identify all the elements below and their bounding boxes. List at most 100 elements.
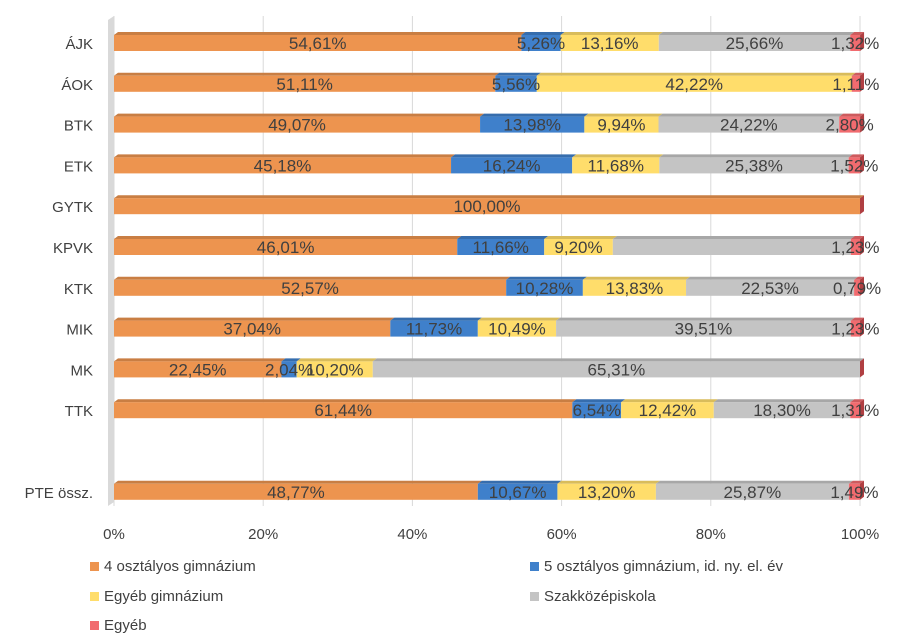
bar-segment-top	[850, 317, 864, 321]
bar-segment-top	[713, 399, 855, 403]
data-label: 13,98%	[503, 116, 561, 135]
data-label: 61,44%	[314, 401, 372, 420]
bar-segment	[848, 483, 860, 500]
bar-segment-top	[114, 317, 395, 321]
legend-swatch	[90, 562, 99, 571]
data-label: 52,57%	[281, 279, 339, 298]
gridlines	[108, 16, 861, 506]
data-label: 46,01%	[257, 238, 315, 257]
data-label: 1,11%	[832, 75, 879, 94]
data-label: 65,31%	[588, 360, 646, 379]
category-label: TTK	[65, 403, 93, 420]
bar-segment	[114, 116, 481, 133]
data-label: 25,38%	[725, 156, 783, 175]
bar-end-cap	[860, 317, 864, 337]
category-label: ÁJK	[65, 36, 93, 53]
bar-segment-top	[114, 236, 462, 239]
bar-end-cap	[860, 72, 864, 92]
data-label: 5,56%	[492, 75, 540, 94]
bars	[114, 32, 865, 500]
bar-end-cap	[860, 276, 864, 296]
category-label: MIK	[66, 322, 93, 339]
data-label: 2,04%	[265, 360, 313, 379]
data-label: 10,28%	[516, 279, 574, 298]
data-label: 11,68%	[588, 156, 644, 175]
legend-label: Egyéb gimnázium	[104, 588, 223, 605]
bar-segment-top	[572, 154, 664, 158]
bar-segment-top	[850, 32, 865, 35]
category-label: KPVK	[53, 240, 93, 257]
data-label: 39,51%	[675, 320, 733, 339]
bar-segment	[457, 239, 545, 255]
data-label: 37,04%	[223, 320, 281, 339]
bar-segment	[655, 483, 849, 500]
bar-segment	[114, 157, 452, 174]
legend-swatch	[530, 562, 539, 571]
bar-segment	[556, 320, 851, 337]
bar-segment-top	[114, 154, 456, 158]
bar-segment	[659, 157, 849, 174]
bar-segment	[114, 279, 507, 296]
bar-segment	[451, 157, 573, 174]
bar-segment-top	[506, 276, 587, 280]
bar-segment	[296, 361, 373, 378]
bar-segment	[480, 116, 585, 133]
legend-swatch	[530, 592, 539, 601]
data-label: 9,94%	[597, 116, 645, 135]
bar-segment-top	[114, 72, 500, 76]
bar-segment	[281, 361, 297, 378]
bar-segment-top	[451, 154, 577, 158]
data-label: 2,80%	[826, 116, 874, 135]
x-tick-label: 100%	[841, 526, 879, 543]
bar-segment-top	[655, 480, 853, 484]
bar-segment	[584, 116, 659, 133]
data-label: 1,23%	[831, 238, 879, 257]
data-label: 11,73%	[406, 320, 462, 339]
bar-segment	[390, 320, 478, 337]
data-label: 0,79%	[833, 279, 881, 298]
legend: 4 osztályos gimnázium 5 osztályos gimnázi…	[90, 558, 783, 634]
bar-segment	[686, 279, 855, 296]
bar-segment-top	[495, 72, 541, 76]
bar-segment-top	[621, 399, 718, 403]
bar-segment-top	[556, 317, 855, 321]
bar-segment-top	[114, 358, 286, 362]
bar-end-cap	[860, 480, 864, 500]
bar-segment-top	[281, 358, 301, 362]
legend-label: 4 osztályos gimnázium	[104, 558, 256, 575]
data-label: 42,22%	[665, 75, 723, 94]
category-label: ETK	[64, 158, 93, 175]
bar-segment	[495, 75, 537, 92]
x-axis-ticks: 0% 20% 40% 60% 80% 100%	[103, 526, 879, 543]
bar-segment	[114, 75, 496, 92]
bar-segment	[839, 116, 861, 133]
bar-segment	[521, 35, 561, 51]
bar-segment	[848, 157, 860, 174]
bar-segment	[477, 483, 558, 500]
bar-segment-top	[572, 399, 626, 403]
data-label: 51,11%	[276, 75, 332, 94]
side-wall	[108, 16, 114, 506]
bar-segment-top	[560, 32, 663, 35]
data-labels: 54,61% 5,26% 13,16% 25,66% 1,32% 51,11% 5,56% 4…	[169, 34, 881, 502]
bar-segment-top	[544, 236, 617, 239]
data-label: 5,26%	[517, 34, 565, 53]
bar-segment	[582, 279, 687, 296]
data-label: 25,87%	[724, 483, 782, 502]
data-label: 22,53%	[741, 279, 799, 298]
bar-segment-top	[390, 317, 482, 321]
bar-segment-top	[114, 276, 511, 280]
bar-segment-top	[114, 32, 526, 35]
data-label: 9,20%	[554, 238, 602, 257]
bar-segment-top	[658, 32, 855, 35]
data-label: 1,52%	[830, 156, 878, 175]
bar-segment	[851, 75, 860, 92]
bar-segment	[114, 35, 522, 51]
bar-segment	[536, 75, 852, 92]
data-label: 22,45%	[169, 360, 227, 379]
bar-segment-top	[686, 276, 859, 280]
bar-segment-top	[536, 72, 856, 76]
bar-end-cap	[860, 358, 864, 378]
bar-end-cap	[860, 195, 864, 215]
data-label: 1,32%	[831, 34, 879, 53]
